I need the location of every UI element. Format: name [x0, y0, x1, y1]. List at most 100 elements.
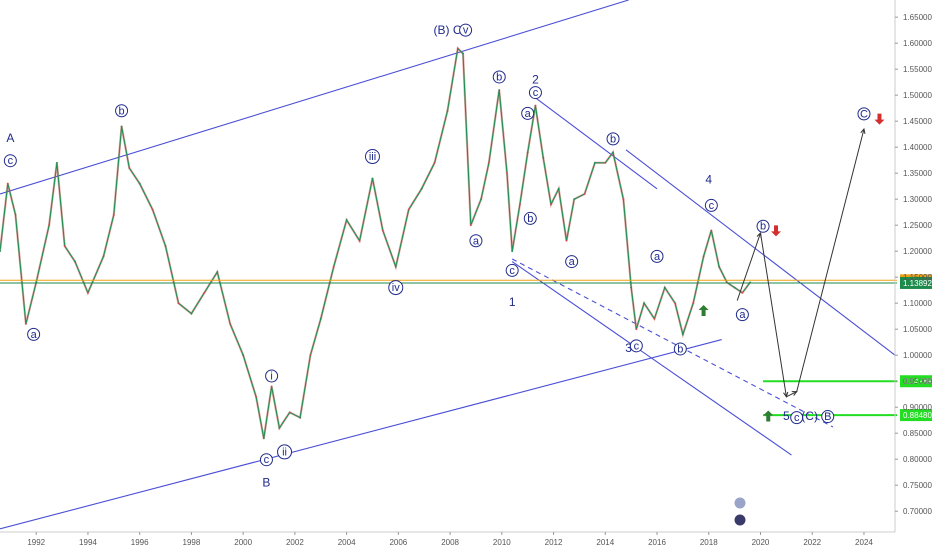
price-point: [635, 328, 638, 331]
wave-label-circle: [673, 342, 687, 356]
wave-label-circle: [857, 107, 871, 121]
price-point: [151, 208, 154, 211]
wave-label-circle: [469, 234, 483, 248]
arrow-down-icon: [874, 113, 885, 125]
wave-label: c: [533, 87, 539, 99]
price-point: [542, 156, 545, 159]
price-point: [381, 229, 384, 232]
trend-line-descending-top: [535, 97, 658, 190]
price-point: [469, 224, 472, 227]
wave-label: (B) C: [434, 23, 462, 37]
price-point: [534, 104, 537, 107]
price-point: [550, 203, 552, 206]
trend-line-lower-channel: [0, 339, 722, 530]
wave-label-circle: [115, 104, 129, 118]
projection-arrowhead: [756, 231, 762, 239]
wave-label-circle: [735, 308, 749, 322]
price-point: [288, 411, 291, 414]
price-point: [128, 167, 131, 169]
y-tick-label: 1.00000: [903, 351, 932, 360]
price-point: [733, 286, 736, 289]
y-tick-label: 1.45000: [903, 117, 932, 126]
wave-label: B: [824, 411, 831, 423]
price-point: [643, 302, 645, 305]
y-tick-label: 1.20000: [903, 247, 932, 256]
x-tick-label: 2012: [545, 538, 563, 547]
price-point: [557, 187, 560, 190]
price-point: [278, 427, 281, 429]
y-tick-label: 0.75000: [903, 481, 932, 490]
x-tick-label: 2020: [752, 538, 770, 547]
price-point: [229, 323, 232, 325]
x-tick-label: 2022: [803, 538, 821, 547]
price-point: [407, 208, 410, 211]
price-point: [24, 323, 27, 325]
wave-label-circle: [704, 198, 718, 212]
price-point: [462, 52, 464, 55]
price-point: [138, 182, 141, 185]
price-point: [177, 302, 180, 305]
y-tick-label: 0.85000: [903, 429, 932, 438]
price-point: [594, 161, 596, 164]
price-point: [242, 354, 245, 357]
wave-label: c: [794, 412, 800, 424]
wave-label-circle: [27, 327, 41, 341]
price-point: [526, 151, 529, 154]
wave-label-circle: [259, 453, 273, 467]
wave-label: c: [634, 340, 640, 352]
price-point: [371, 177, 374, 180]
wave-label-circle: [505, 263, 519, 277]
wave-label: c: [8, 155, 14, 167]
price-point: [216, 271, 219, 273]
event-badge-1[interactable]: [733, 496, 747, 510]
wave-label: 4: [705, 172, 712, 186]
wave-label-circle: [459, 23, 473, 37]
x-tick-label: 2018: [700, 538, 718, 547]
event-badge-2[interactable]: [733, 513, 747, 527]
y-tick-label: 1.35000: [903, 169, 932, 178]
price-point: [345, 219, 348, 221]
price-point: [14, 213, 17, 216]
projection-path: [736, 128, 865, 398]
wave-label: ii: [282, 446, 287, 458]
price-point: [319, 317, 322, 320]
wave-label-circle: [756, 219, 770, 233]
price-point: [519, 203, 521, 206]
price-point: [480, 198, 483, 201]
y-tick-label: 1.50000: [903, 91, 932, 100]
wave-label: a: [473, 235, 480, 247]
price-point: [741, 291, 744, 294]
level-price-label: 0.88480: [903, 411, 932, 420]
price-point: [48, 224, 51, 227]
y-tick-label: 1.65000: [903, 13, 932, 22]
price-point: [511, 250, 514, 253]
x-tick-label: 2024: [855, 538, 873, 547]
wave-label: c: [709, 200, 715, 212]
price-point: [498, 89, 501, 91]
trend-line-upper-channel: [0, 0, 629, 195]
x-tick-label: 2004: [338, 538, 356, 547]
wave-label: a: [525, 108, 532, 120]
price-point: [565, 239, 568, 242]
wave-label: (C): [801, 409, 818, 423]
price-point: [487, 161, 490, 164]
price-point: [332, 265, 335, 268]
wave-label-circle: [277, 444, 293, 460]
price-point: [718, 265, 721, 268]
price-point: [358, 239, 361, 242]
price-line: [0, 47, 751, 439]
price-point: [190, 312, 193, 315]
price-point: [506, 172, 508, 175]
price-series-layer: [0, 46, 752, 440]
price-point: [299, 416, 301, 419]
price-point: [573, 198, 576, 201]
trend-line-dashed-projection: [511, 258, 834, 428]
price-point: [653, 317, 656, 320]
projection-arrowhead: [791, 391, 798, 396]
wave-label-circle: [523, 211, 537, 225]
price-point: [612, 151, 614, 154]
price-point: [203, 291, 206, 294]
